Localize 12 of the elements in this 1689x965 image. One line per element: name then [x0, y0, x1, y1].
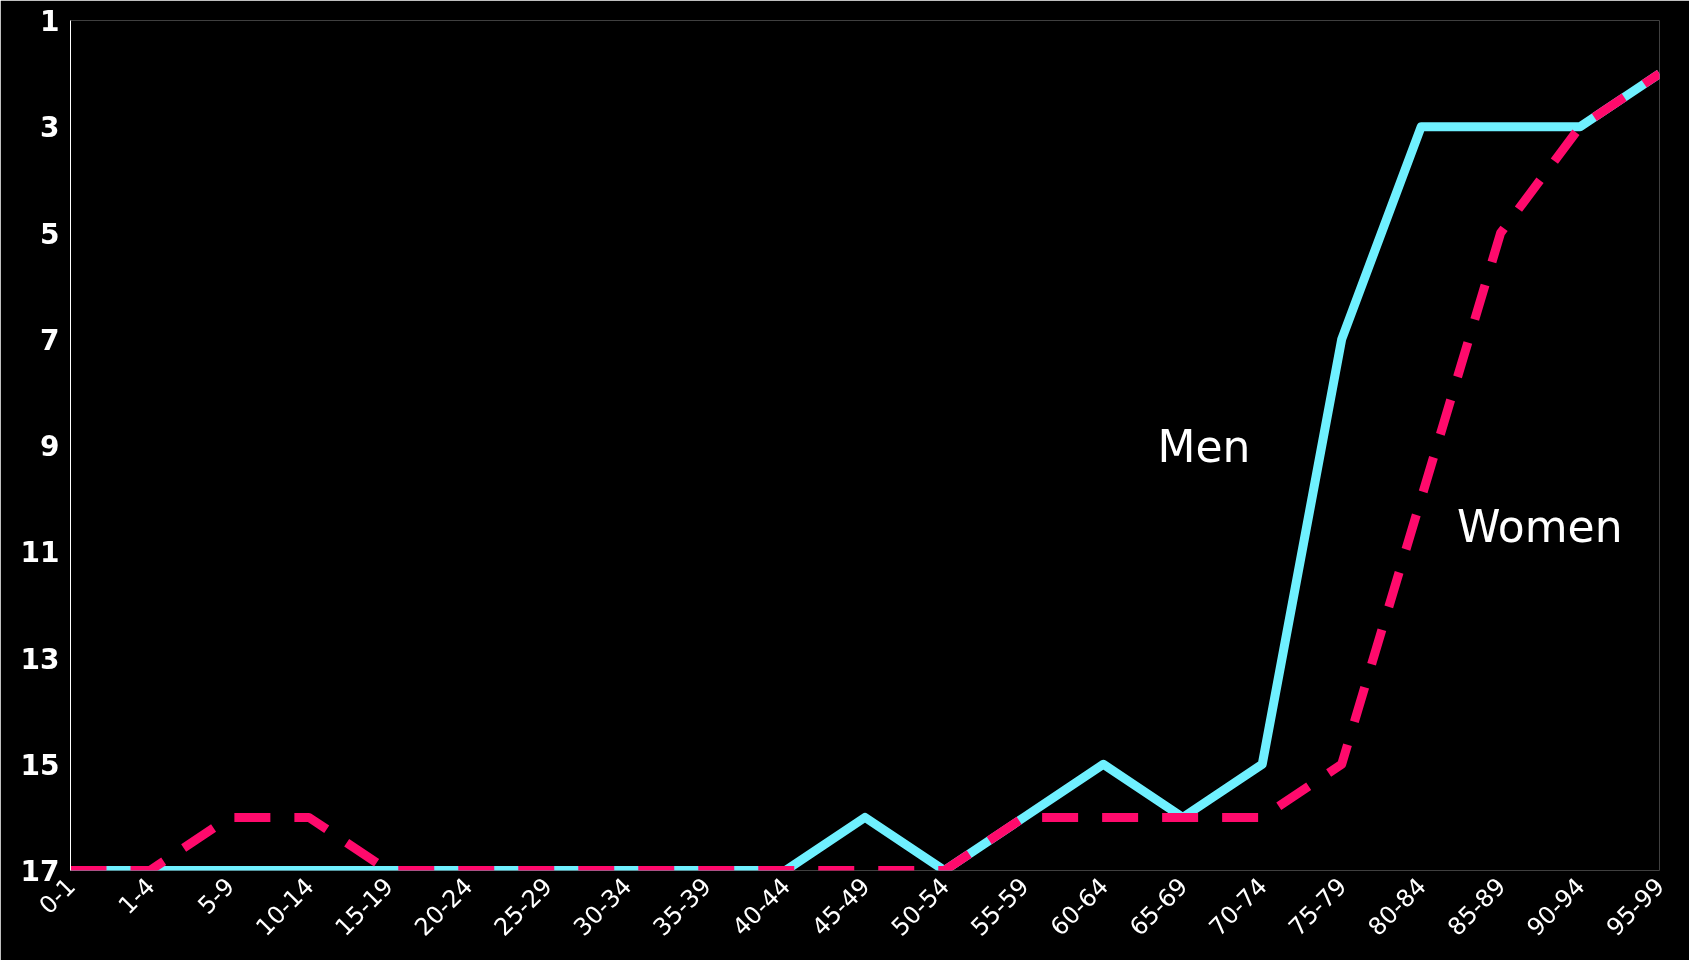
y-tick-label: 9 [40, 430, 60, 463]
series-label: Women [1456, 500, 1623, 552]
x-tick-label: 1-4 [113, 872, 161, 920]
y-tick-label: 7 [40, 323, 60, 357]
x-tick-label: 5-9 [192, 872, 241, 920]
y-tick-label: 15 [20, 748, 60, 782]
y-tick-label: 13 [20, 642, 60, 676]
y-tick-label: 11 [20, 536, 60, 570]
y-tick-label: 3 [40, 111, 60, 145]
series-label: Men [1157, 421, 1251, 473]
y-tick-label: 5 [40, 217, 60, 251]
y-tick-label: 1 [40, 5, 60, 38]
